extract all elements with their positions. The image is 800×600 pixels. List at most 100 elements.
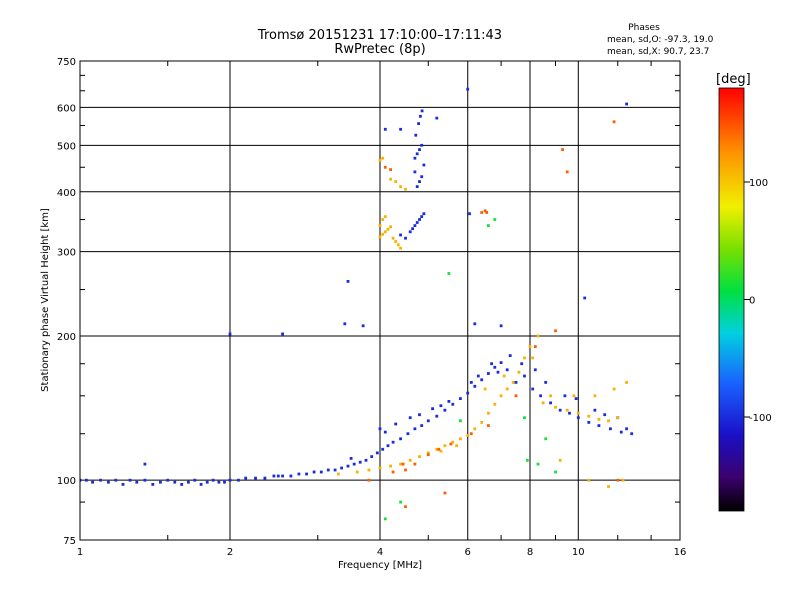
data-point [473,322,477,326]
data-point [389,168,392,171]
data-point [625,427,628,431]
data-point [597,417,601,421]
data-point [493,365,497,369]
data-point [603,413,607,417]
data-point [211,478,215,482]
data-point [451,440,455,444]
y-tick-label: 500 [57,141,76,152]
data-point [437,447,441,451]
chart-title: Tromsø 20151231 17:10:00–17:11:43 [257,28,502,43]
data-point [496,370,500,374]
data-point [607,419,610,423]
data-point [418,148,421,151]
data-point [480,421,484,424]
y-tick-label: 750 [57,57,76,68]
phase-stats-heading: Phases [628,23,660,33]
data-point [418,413,421,417]
data-point [443,491,447,495]
data-point [505,387,509,391]
data-point [541,401,545,405]
y-tick-label: 75 [63,536,76,547]
data-point [493,218,497,221]
data-points [80,87,634,521]
data-point [435,447,439,451]
data-point [554,470,557,474]
data-point [612,120,616,124]
data-point [370,455,374,458]
data-point [346,280,350,283]
data-point [487,372,490,375]
data-point [415,152,419,156]
data-point [411,227,414,231]
data-point [469,432,473,436]
data-point [508,354,512,357]
y-tick-label: 400 [57,188,76,199]
data-point [378,224,382,227]
y-tick-label: 100 [57,476,76,487]
data-point [396,243,400,247]
data-point [114,478,118,482]
data-point [558,408,562,412]
data-point [449,442,453,446]
data-point [420,175,424,179]
data-point [439,449,443,453]
data-point [254,476,257,480]
data-point [487,411,490,415]
data-point [80,478,82,482]
data-point [276,474,280,478]
data-point [413,156,417,160]
data-point [180,483,184,486]
data-point [572,394,576,398]
y-tick-label: 200 [57,332,76,343]
data-point [447,400,451,403]
data-point [337,472,340,476]
data-point [483,387,487,391]
data-point [502,374,506,378]
data-point [420,424,424,427]
data-point [361,324,365,328]
data-point [343,322,347,326]
data-point [426,453,430,457]
data-point [272,474,276,478]
data-point [364,458,368,462]
y-tick-label: 300 [57,248,76,259]
data-point [499,394,503,398]
data-point [394,180,398,183]
data-point [404,187,407,191]
data-point [593,394,597,398]
data-point [597,424,601,427]
data-point [490,362,493,366]
data-point [480,378,484,382]
data-point [151,483,155,486]
data-point [415,221,419,224]
data-point [391,236,395,240]
data-point [520,362,524,366]
data-point [121,483,125,486]
data-point [466,391,470,395]
data-point [533,345,537,348]
data-point [281,332,284,336]
data-point [413,427,417,431]
data-point [143,478,147,482]
data-point [408,458,412,462]
data-point [420,215,424,218]
colorbar-tick-label: 100 [749,178,768,189]
x-tick-label: 2 [227,547,233,558]
data-point [383,517,387,521]
data-point [297,472,301,476]
data-point [612,387,616,391]
data-point [426,419,430,423]
data-point [523,374,526,378]
data-point [583,296,587,300]
data-point [355,470,359,474]
data-point [459,419,462,423]
data-point [289,474,293,478]
data-point [381,156,385,160]
data-point [561,148,564,151]
data-point [435,414,439,418]
data-point [346,464,350,468]
data-point [399,246,402,250]
data-point [607,485,610,488]
data-point [505,368,509,372]
